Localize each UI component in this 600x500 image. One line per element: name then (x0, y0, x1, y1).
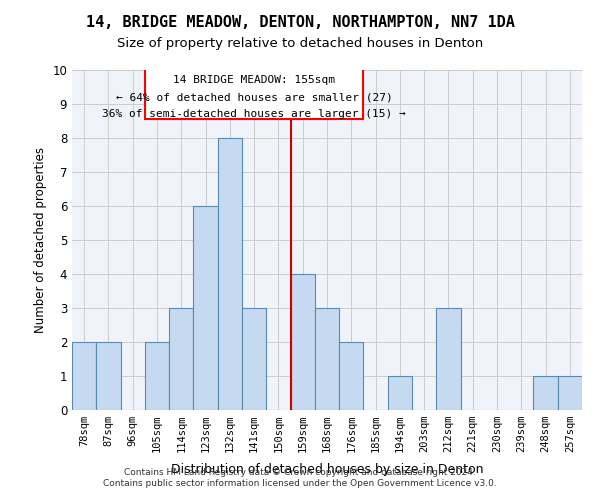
Bar (72, 342, 96, 410)
Bar (388, 376, 412, 410)
Text: ← 64% of detached houses are smaller (27): ← 64% of detached houses are smaller (27… (116, 92, 392, 102)
Bar (218, 138, 242, 410)
Text: 36% of semi-detached houses are larger (15) →: 36% of semi-detached houses are larger (… (102, 109, 406, 119)
Bar (315, 308, 339, 410)
Bar (436, 308, 461, 410)
Bar (193, 206, 218, 410)
Text: Size of property relative to detached houses in Denton: Size of property relative to detached ho… (117, 38, 483, 51)
Bar (558, 376, 582, 410)
Y-axis label: Number of detached properties: Number of detached properties (34, 147, 47, 333)
Bar (169, 308, 193, 410)
Bar (533, 376, 558, 410)
Bar (242, 308, 266, 410)
FancyBboxPatch shape (145, 68, 364, 120)
Text: 14 BRIDGE MEADOW: 155sqm: 14 BRIDGE MEADOW: 155sqm (173, 75, 335, 85)
X-axis label: Distribution of detached houses by size in Denton: Distribution of detached houses by size … (171, 464, 483, 476)
Bar (96, 342, 121, 410)
Text: Contains HM Land Registry data © Crown copyright and database right 2024.
Contai: Contains HM Land Registry data © Crown c… (103, 468, 497, 487)
Text: 14, BRIDGE MEADOW, DENTON, NORTHAMPTON, NN7 1DA: 14, BRIDGE MEADOW, DENTON, NORTHAMPTON, … (86, 15, 514, 30)
Bar (339, 342, 364, 410)
Bar (145, 342, 169, 410)
Bar (290, 274, 315, 410)
